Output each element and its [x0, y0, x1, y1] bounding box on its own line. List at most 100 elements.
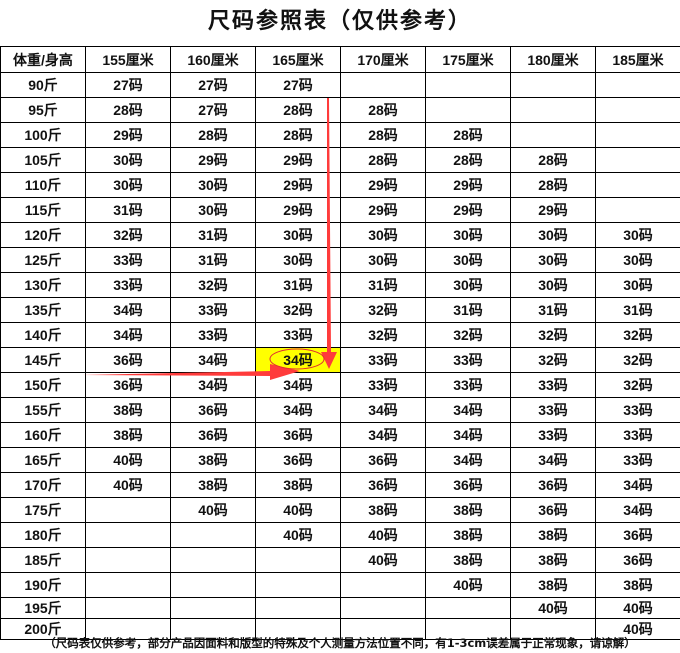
size-cell: 36码 — [595, 547, 680, 573]
size-cell: 28码 — [170, 122, 256, 148]
size-cell: 34码 — [170, 347, 256, 373]
size-cell — [595, 172, 680, 198]
size-cell: 27码 — [85, 72, 171, 98]
size-cell: 30码 — [425, 222, 511, 248]
size-cell: 32码 — [170, 272, 256, 298]
size-cell: 36码 — [595, 522, 680, 548]
size-cell: 30码 — [340, 247, 426, 273]
size-cell: 33码 — [510, 422, 596, 448]
size-cell: 38码 — [170, 472, 256, 498]
disclaimer-note: （尺码表仅供参考，部分产品因面料和版型的特殊及个人测量方法位置不同，有1-3cm… — [44, 636, 636, 650]
size-cell: 29码 — [170, 147, 256, 173]
size-cell: 34码 — [170, 372, 256, 398]
size-cell: 34码 — [85, 297, 171, 323]
size-cell — [255, 547, 341, 573]
size-cell: 33码 — [340, 372, 426, 398]
size-cell — [595, 122, 680, 148]
size-cell: 29码 — [340, 172, 426, 198]
size-cell: 38码 — [425, 522, 511, 548]
size-cell: 28码 — [340, 97, 426, 123]
size-cell: 33码 — [170, 322, 256, 348]
table-row: 185斤 40码 38码 38码 36码 — [0, 547, 680, 573]
weight-cell: 190斤 — [0, 572, 86, 598]
weight-cell: 185斤 — [0, 547, 86, 573]
size-cell: 30码 — [510, 272, 596, 298]
size-cell: 29码 — [425, 197, 511, 223]
size-cell: 38码 — [255, 472, 341, 498]
size-cell: 33码 — [170, 297, 256, 323]
size-cell: 29码 — [255, 147, 341, 173]
size-cell — [595, 72, 680, 98]
size-cell — [510, 72, 596, 98]
size-cell: 28码 — [340, 147, 426, 173]
size-cell: 36码 — [255, 447, 341, 473]
size-cell: 30码 — [595, 272, 680, 298]
size-cell: 36码 — [170, 422, 256, 448]
size-cell: 32码 — [255, 297, 341, 323]
weight-cell: 180斤 — [0, 522, 86, 548]
size-cell: 30码 — [255, 222, 341, 248]
table-row: 120斤 32码 31码 30码 30码 30码 30码 30码 — [0, 222, 680, 248]
size-cell: 27码 — [255, 72, 341, 98]
weight-cell: 145斤 — [0, 347, 86, 373]
size-cell: 36码 — [85, 372, 171, 398]
weight-cell: 90斤 — [0, 72, 86, 98]
weight-cell: 135斤 — [0, 297, 86, 323]
size-cell: 40码 — [340, 522, 426, 548]
size-cell: 38码 — [425, 497, 511, 523]
weight-cell: 175斤 — [0, 497, 86, 523]
size-cell: 38码 — [510, 572, 596, 598]
size-cell: 33码 — [85, 247, 171, 273]
weight-cell: 125斤 — [0, 247, 86, 273]
table-row: 180斤 40码 40码 38码 38码 36码 — [0, 522, 680, 548]
size-cell: 31码 — [85, 197, 171, 223]
table-row: 200斤 40码 — [0, 618, 680, 640]
height-header: 170厘米 — [340, 46, 426, 73]
size-cell: 28码 — [425, 122, 511, 148]
size-cell: 30码 — [85, 147, 171, 173]
size-cell: 30码 — [510, 247, 596, 273]
size-cell: 40码 — [425, 572, 511, 598]
size-cell: 33码 — [595, 447, 680, 473]
size-cell — [340, 572, 426, 598]
size-cell: 28码 — [85, 97, 171, 123]
size-cell: 31码 — [170, 222, 256, 248]
size-cell: 34码 — [255, 397, 341, 423]
size-cell — [510, 97, 596, 123]
size-cell: 31码 — [170, 247, 256, 273]
header-row: 体重/身高 155厘米 160厘米 165厘米 170厘米 175厘米 180厘米 185厘米 — [0, 46, 680, 73]
size-cell: 30码 — [85, 172, 171, 198]
size-cell: 29码 — [510, 197, 596, 223]
size-cell: 30码 — [425, 272, 511, 298]
size-cell: 34码 — [595, 497, 680, 523]
size-cell: 33码 — [510, 372, 596, 398]
size-cell: 33码 — [595, 397, 680, 423]
size-cell: 33码 — [425, 347, 511, 373]
size-cell — [85, 597, 171, 619]
size-cell — [340, 72, 426, 98]
size-cell: 34码 — [425, 397, 511, 423]
weight-cell: 170斤 — [0, 472, 86, 498]
size-cell: 36码 — [170, 397, 256, 423]
size-cell: 38码 — [170, 447, 256, 473]
table-row: 115斤 31码 30码 29码 29码 29码 29码 — [0, 197, 680, 223]
size-cell: 34码 — [255, 347, 341, 373]
size-cell: 34码 — [595, 472, 680, 498]
table-row: 95斤 28码 27码 28码 28码 — [0, 97, 680, 123]
chart-title: 尺码参照表（仅供参考） — [0, 0, 680, 47]
size-cell: 36码 — [425, 472, 511, 498]
size-cell: 30码 — [595, 247, 680, 273]
size-cell: 28码 — [340, 122, 426, 148]
size-cell — [85, 572, 171, 598]
weight-cell: 115斤 — [0, 197, 86, 223]
size-cell: 40码 — [85, 447, 171, 473]
height-header: 155厘米 — [85, 46, 171, 73]
height-header: 175厘米 — [425, 46, 511, 73]
size-cell: 34码 — [425, 447, 511, 473]
weight-cell: 95斤 — [0, 97, 86, 123]
size-cell: 32码 — [510, 322, 596, 348]
size-cell: 34码 — [510, 447, 596, 473]
size-cell — [170, 572, 256, 598]
size-cell: 40码 — [85, 472, 171, 498]
